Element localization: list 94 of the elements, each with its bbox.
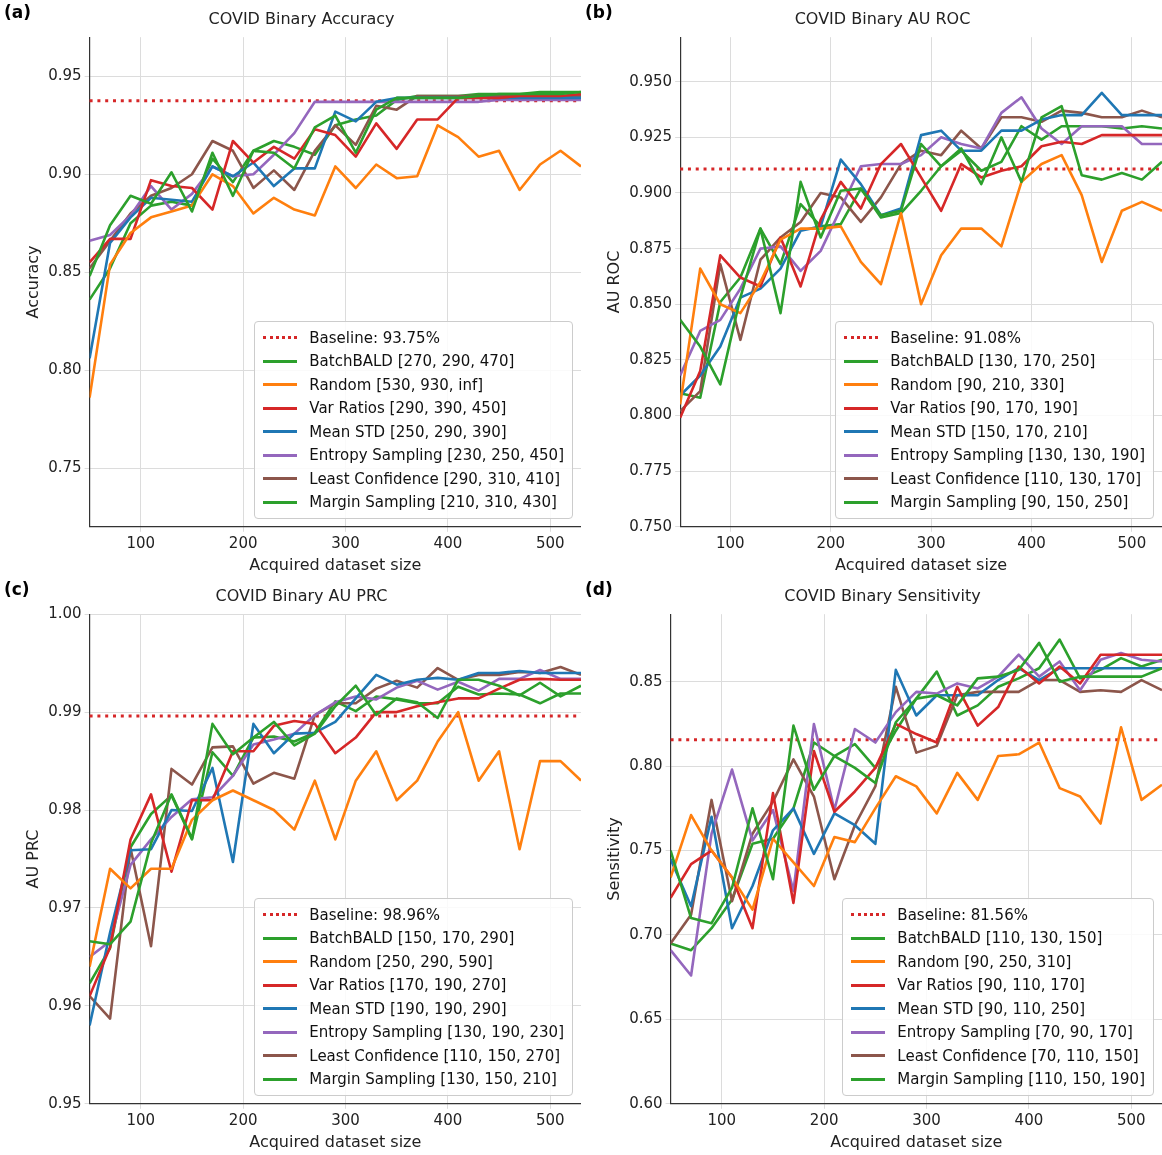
legend-label: Least Confidence [70, 110, 150] bbox=[897, 1046, 1139, 1065]
x-tick-label: 500 bbox=[535, 1110, 565, 1129]
y-tick-label: 0.85 bbox=[48, 262, 82, 281]
legend-label: Random [90, 250, 310] bbox=[897, 952, 1072, 971]
x-tick-label: 100 bbox=[126, 533, 156, 552]
legend-label: Baseline: 93.75% bbox=[309, 328, 440, 347]
legend-label: Entropy Sampling [130, 130, 190] bbox=[890, 446, 1145, 465]
legend-label: Mean STD [90, 110, 250] bbox=[897, 999, 1086, 1018]
y-tick-label: 0.97 bbox=[48, 897, 82, 916]
legend-label: Entropy Sampling [130, 190, 230] bbox=[309, 1023, 564, 1042]
legend-label: BatchBALD [150, 170, 290] bbox=[309, 929, 515, 948]
chart-title: COVID Binary Accuracy bbox=[208, 8, 395, 28]
y-tick-label: 0.95 bbox=[48, 1093, 82, 1112]
x-tick-label: 100 bbox=[707, 1110, 737, 1129]
legend-label: Margin Sampling [130, 150, 210] bbox=[309, 1070, 557, 1089]
y-tick-label: 0.775 bbox=[629, 461, 673, 480]
x-tick-label: 400 bbox=[433, 1110, 463, 1129]
legend-label: Least Confidence [110, 130, 170] bbox=[890, 469, 1142, 488]
y-axis-title: AU PRC bbox=[22, 829, 42, 889]
legend-label: BatchBALD [130, 170, 250] bbox=[890, 352, 1096, 371]
y-tick-label: 0.85 bbox=[629, 671, 663, 690]
legend-label: Random [250, 290, 590] bbox=[309, 952, 493, 971]
legend-label: Var Ratios [90, 110, 170] bbox=[897, 976, 1085, 995]
y-tick-label: 1.00 bbox=[48, 604, 82, 623]
legend-label: Mean STD [150, 170, 210] bbox=[890, 422, 1088, 441]
x-axis-title: Acquired dataset size bbox=[830, 1131, 1003, 1151]
legend-label: Baseline: 91.08% bbox=[890, 328, 1021, 347]
text: (a) bbox=[4, 2, 32, 22]
y-tick-label: 0.65 bbox=[629, 1009, 663, 1028]
x-tick-label: 100 bbox=[126, 1110, 156, 1129]
y-axis-title: Accuracy bbox=[22, 245, 42, 319]
y-tick-label: 0.80 bbox=[629, 756, 663, 775]
legend-label: Random [90, 210, 330] bbox=[890, 375, 1065, 394]
legend-label: Mean STD [190, 190, 290] bbox=[309, 999, 507, 1018]
x-tick-label: 400 bbox=[433, 533, 463, 552]
text: (b) bbox=[585, 2, 613, 22]
x-axis-title: Acquired dataset size bbox=[249, 554, 422, 574]
y-axis-title: AU ROC bbox=[603, 250, 623, 314]
x-tick-label: 300 bbox=[331, 533, 360, 552]
legend-label: Least Confidence [110, 150, 270] bbox=[309, 1046, 561, 1065]
y-tick-label: 0.750 bbox=[629, 516, 673, 535]
x-tick-label: 400 bbox=[1014, 1110, 1044, 1129]
legend-label: Baseline: 81.56% bbox=[897, 905, 1028, 924]
x-tick-label: 200 bbox=[228, 1110, 258, 1129]
y-tick-label: 0.70 bbox=[629, 924, 663, 943]
chart-title: COVID Binary AU ROC bbox=[794, 8, 971, 28]
legend-label: Margin Sampling [110, 150, 190] bbox=[897, 1070, 1145, 1089]
x-tick-label: 200 bbox=[809, 1110, 839, 1129]
x-tick-label: 100 bbox=[716, 533, 745, 552]
y-tick-label: 0.950 bbox=[629, 71, 673, 90]
x-tick-label: 500 bbox=[535, 533, 565, 552]
legend-label: Margin Sampling [90, 150, 250] bbox=[890, 493, 1129, 512]
y-tick-label: 0.99 bbox=[48, 702, 82, 721]
text: (d) bbox=[585, 579, 613, 599]
x-tick-label: 300 bbox=[916, 533, 946, 552]
legend-label: Entropy Sampling [70, 90, 170] bbox=[897, 1023, 1133, 1042]
x-tick-label: 200 bbox=[816, 533, 846, 552]
legend-label: Var Ratios [90, 170, 190] bbox=[890, 399, 1078, 418]
x-axis-title: Acquired dataset size bbox=[835, 554, 1008, 574]
legend-label: BatchBALD [110, 130, 150] bbox=[897, 929, 1103, 948]
y-tick-label: 0.75 bbox=[48, 457, 82, 476]
legend-label: Var Ratios [290, 390, 450] bbox=[309, 399, 507, 418]
y-axis-title: Sensitivity bbox=[603, 817, 623, 901]
legend-label: Random [530, 930, inf] bbox=[309, 375, 484, 394]
y-tick-label: 0.925 bbox=[629, 127, 673, 146]
y-tick-label: 0.90 bbox=[48, 164, 82, 183]
x-axis-title: Acquired dataset size bbox=[249, 1131, 422, 1151]
legend-label: Least Confidence [290, 310, 410] bbox=[309, 469, 561, 488]
y-tick-label: 0.96 bbox=[48, 995, 82, 1014]
x-tick-label: 200 bbox=[228, 533, 258, 552]
x-tick-label: 500 bbox=[1116, 1110, 1146, 1129]
x-tick-label: 400 bbox=[1017, 533, 1046, 552]
x-tick-label: 300 bbox=[912, 1110, 941, 1129]
y-tick-label: 0.98 bbox=[48, 799, 82, 818]
legend-label: Var Ratios [170, 190, 270] bbox=[309, 976, 507, 995]
legend-label: Entropy Sampling [230, 250, 450] bbox=[309, 446, 564, 465]
y-tick-label: 0.850 bbox=[629, 294, 673, 313]
y-tick-label: 0.800 bbox=[629, 405, 673, 424]
legend-label: Baseline: 98.96% bbox=[309, 905, 440, 924]
legend-label: BatchBALD [270, 290, 470] bbox=[309, 352, 515, 371]
text: (c) bbox=[4, 579, 30, 599]
legend-label: Mean STD [250, 290, 390] bbox=[309, 422, 507, 441]
y-tick-label: 0.875 bbox=[629, 238, 673, 257]
chart-title: COVID Binary Sensitivity bbox=[784, 585, 981, 605]
y-tick-label: 0.80 bbox=[48, 360, 82, 379]
chart-title: COVID Binary AU PRC bbox=[215, 585, 388, 605]
y-tick-label: 0.75 bbox=[629, 840, 663, 859]
x-tick-label: 300 bbox=[331, 1110, 360, 1129]
y-tick-label: 0.825 bbox=[629, 349, 673, 368]
y-tick-label: 0.60 bbox=[629, 1093, 663, 1112]
y-tick-label: 0.95 bbox=[48, 66, 82, 85]
legend-label: Margin Sampling [210, 310, 430] bbox=[309, 493, 557, 512]
x-tick-label: 500 bbox=[1117, 533, 1147, 552]
y-tick-label: 0.900 bbox=[629, 182, 673, 201]
